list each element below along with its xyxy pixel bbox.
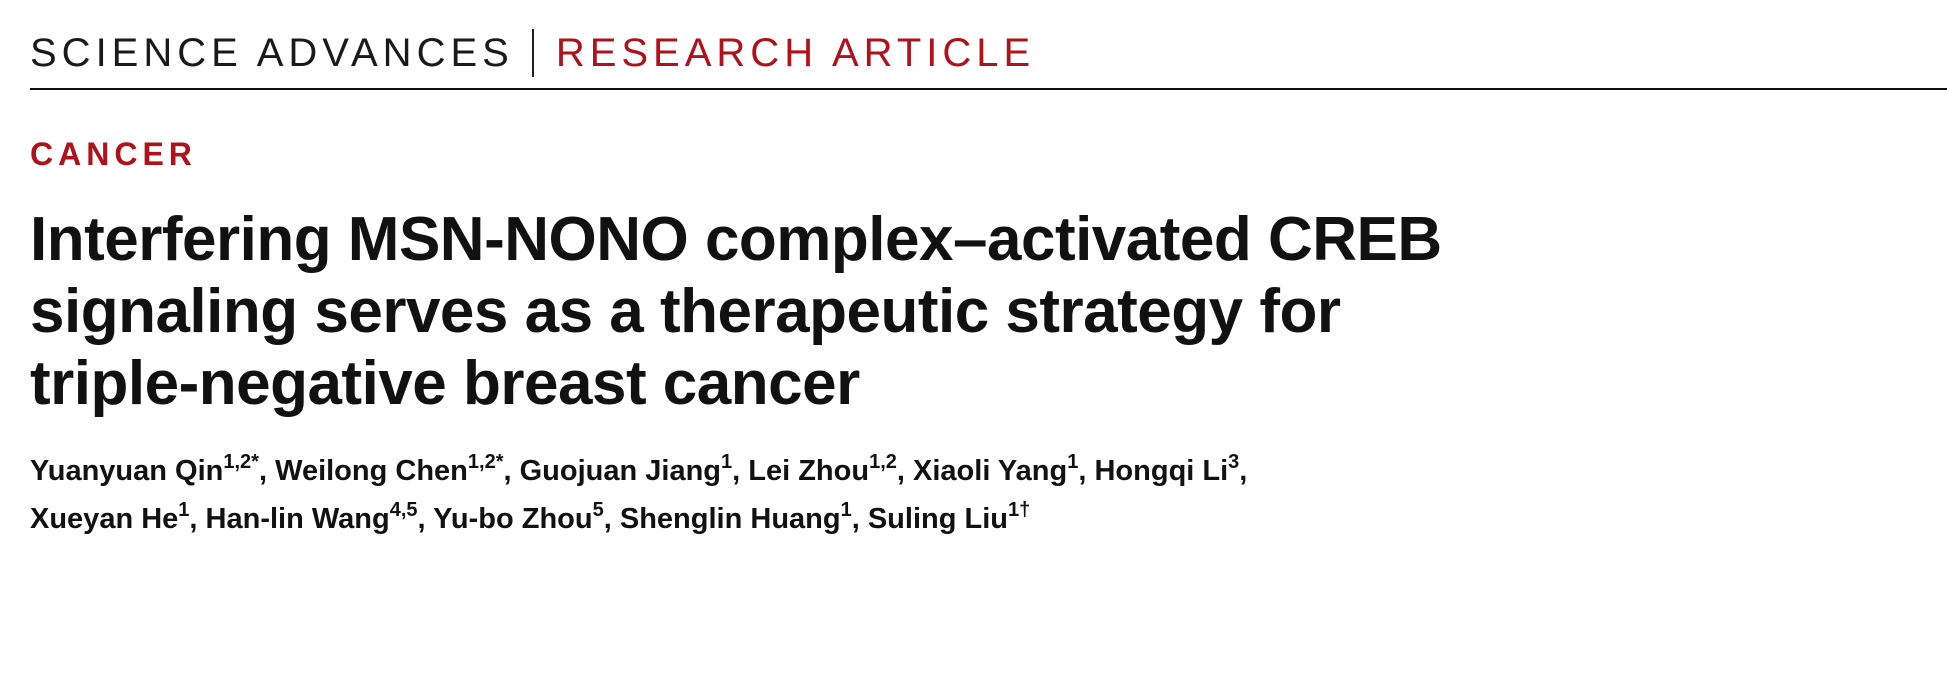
author-separator: ,: [732, 455, 741, 487]
author: Xueyan He1,: [30, 500, 206, 535]
author: Yu-bo Zhou5,: [433, 500, 620, 535]
author-name: Xiaoli Yang: [913, 455, 1068, 487]
author: Han-lin Wang4,5,: [205, 500, 434, 535]
header-divider: [531, 29, 534, 77]
author-affiliation: 1†: [1008, 499, 1031, 521]
author-separator: ,: [896, 455, 905, 487]
author-affiliation: 3: [1228, 451, 1240, 473]
journal-name: SCIENCE ADVANCES: [30, 30, 514, 75]
author-affiliation: 5: [592, 499, 604, 521]
author-affiliation: 1,2*: [223, 451, 259, 473]
author-affiliation: 4,5: [389, 499, 418, 521]
author-name: Shenglin Huang: [619, 503, 841, 535]
author-separator: ,: [189, 503, 198, 535]
author-name: Guojuan Jiang: [519, 455, 722, 487]
author-name: Weilong Chen: [275, 455, 468, 487]
author-separator: ,: [503, 455, 512, 487]
author-separator: ,: [603, 503, 612, 535]
author-affiliation: 1: [840, 499, 852, 521]
author: Shenglin Huang1,: [619, 500, 868, 535]
author: Xiaoli Yang1,: [913, 452, 1094, 487]
journal-header: SCIENCE ADVANCES RESEARCH ARTICLE: [30, 28, 1035, 78]
author-affiliation: 1: [721, 451, 733, 473]
author-name: Yu-bo Zhou: [433, 503, 593, 535]
title-line: Interfering MSN-NONO complex–activated C…: [30, 205, 1442, 274]
author-separator: ,: [1078, 455, 1087, 487]
author: Yuanyuan Qin1,2*,: [30, 452, 275, 487]
author-name: Xueyan He: [30, 503, 179, 535]
author-separator: ,: [258, 455, 268, 487]
author-affiliation: 1,2: [869, 451, 897, 473]
author: Weilong Chen1,2*,: [275, 452, 520, 487]
author-affiliation: 1: [178, 499, 190, 521]
author-line: Xueyan He1, Han-lin Wang4,5, Yu-bo Zhou5…: [30, 495, 1247, 543]
author-list: Yuanyuan Qin1,2*, Weilong Chen1,2*, Guoj…: [30, 447, 1247, 543]
author: Hongqi Li3,: [1094, 452, 1248, 487]
title-line: triple-negative breast cancer: [30, 349, 860, 418]
author-affiliation: 1,2*: [467, 451, 504, 473]
header-rule: [30, 88, 1947, 90]
author-name: Han-lin Wang: [205, 503, 390, 535]
category: CANCER: [30, 136, 197, 172]
author-name: Yuanyuan Qin: [30, 455, 224, 487]
title-line: signaling serves as a therapeutic strate…: [30, 277, 1341, 346]
author: Lei Zhou1,2,: [748, 452, 913, 487]
author: Guojuan Jiang1,: [519, 452, 749, 487]
author-name: Suling Liu: [867, 503, 1008, 535]
article-type: RESEARCH ARTICLE: [555, 30, 1036, 75]
author-affiliation: 1: [1067, 451, 1079, 473]
author-separator: ,: [1239, 455, 1248, 487]
author-separator: ,: [417, 503, 426, 535]
article-title: Interfering MSN-NONO complex–activated C…: [30, 204, 1442, 420]
author-separator: ,: [851, 503, 860, 535]
author: Suling Liu1†: [867, 500, 1030, 535]
author-name: Lei Zhou: [748, 455, 870, 487]
author-line: Yuanyuan Qin1,2*, Weilong Chen1,2*, Guoj…: [30, 447, 1247, 495]
author-name: Hongqi Li: [1094, 455, 1229, 487]
